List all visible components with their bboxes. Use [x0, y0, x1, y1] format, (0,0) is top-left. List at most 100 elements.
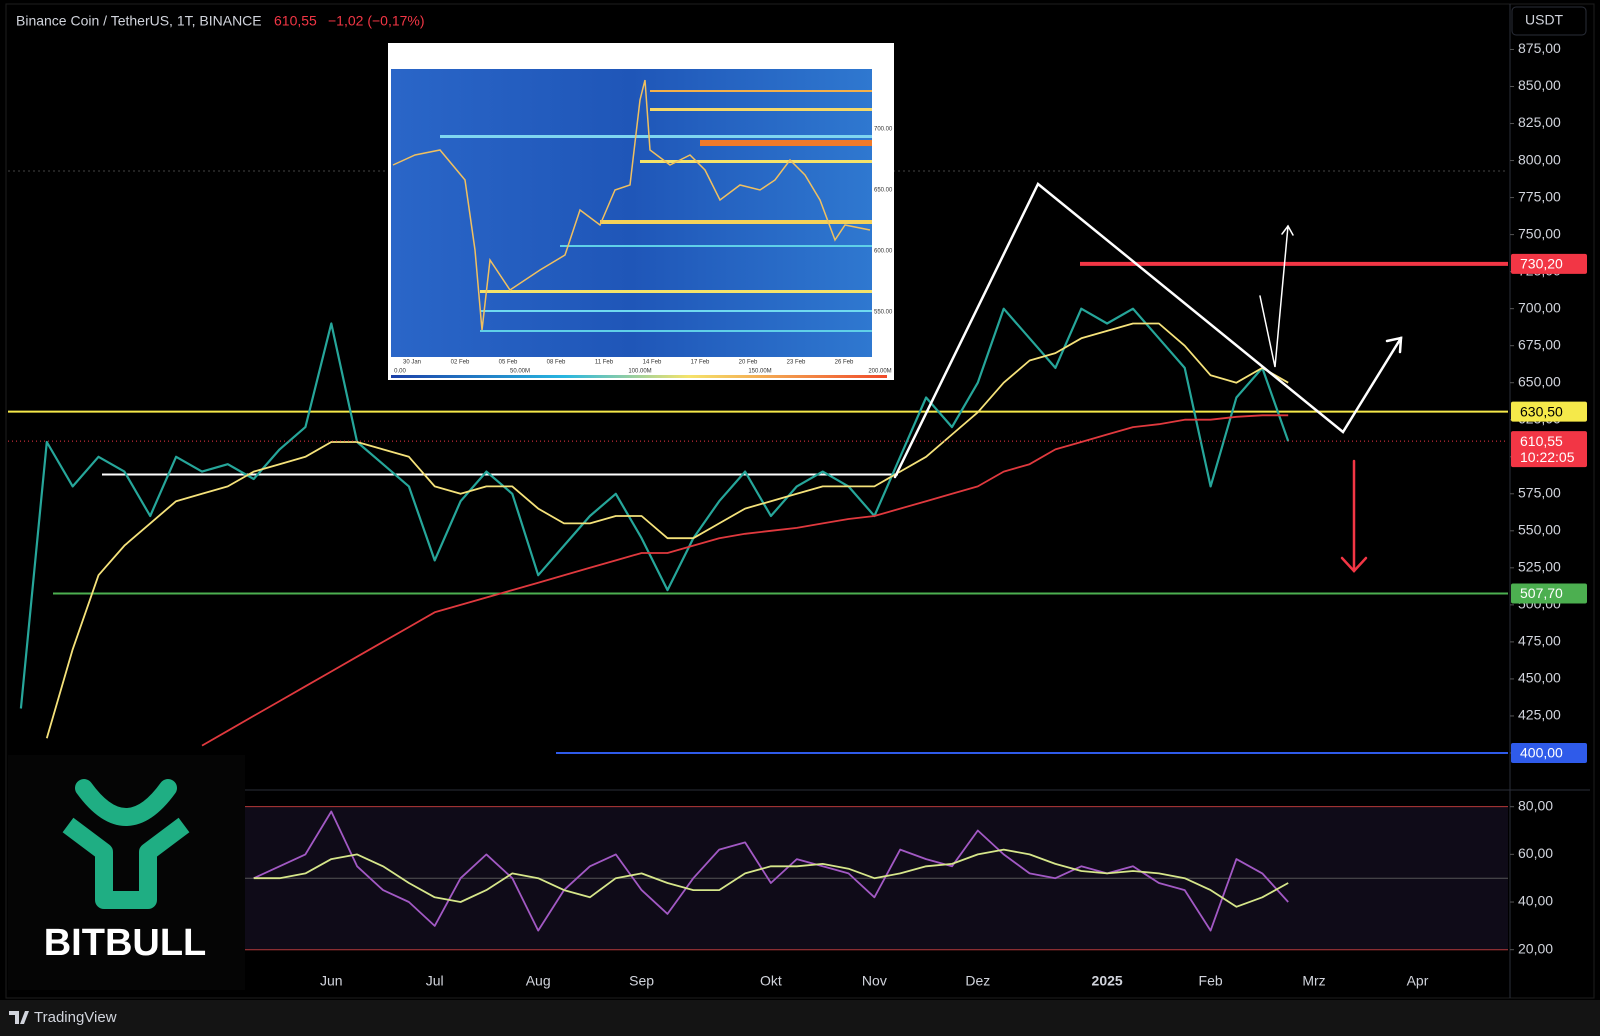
y-tick-label: 650,00	[1518, 373, 1561, 389]
level-label-box	[1511, 742, 1587, 763]
frame	[5, 3, 1595, 999]
symbol: Binance Coin / TetherUS, 1T, BINANCE	[16, 13, 262, 29]
level-label: 630,50	[1520, 403, 1563, 419]
y-tick-label: 850,00	[1518, 77, 1561, 93]
inset-x-label: 05 Feb	[499, 360, 518, 366]
inset-y-label: 700.00	[874, 127, 893, 133]
level-label: 730,20	[1520, 256, 1563, 272]
stripe	[480, 290, 872, 293]
currency[interactable]: USDT	[1525, 12, 1564, 28]
footer	[0, 1000, 1600, 1036]
stripe	[640, 160, 872, 163]
logo-panel	[8, 755, 245, 990]
last-price-box	[1511, 431, 1587, 468]
logo-text: BITBULL	[44, 922, 207, 964]
stripe	[700, 140, 872, 146]
logo: BITBULL	[8, 755, 245, 990]
inset-x-label: 02 Feb	[451, 360, 470, 366]
inset-x-label: 17 Feb	[691, 360, 710, 366]
inset-x-label: 14 Feb	[643, 360, 662, 366]
inset-y-label: 550.00	[874, 310, 893, 316]
inset-labels: 30 Jan 02 Feb 05 Feb 08 Feb 11 Feb 14 Feb 17 F…	[394, 127, 893, 375]
last-price-label: 610,55	[1520, 433, 1563, 449]
inset-scale-label: 0.00	[394, 369, 406, 375]
x-tick-label: Dez	[965, 973, 990, 989]
inset-scale-label: 50.00M	[510, 369, 530, 375]
stripe	[480, 330, 872, 332]
stripe	[600, 220, 872, 224]
y-tick-label: 425,00	[1518, 707, 1561, 723]
y-tick-label: 875,00	[1518, 40, 1561, 56]
x-tick-label: Okt	[760, 973, 782, 989]
y-tick-label: 60,00	[1518, 845, 1553, 861]
x-tick-label: Feb	[1199, 973, 1223, 989]
arrow-head	[1281, 224, 1294, 236]
pattern-line	[1259, 225, 1289, 368]
inset-y-label: 650.00	[874, 188, 893, 194]
plot-layer	[8, 261, 1508, 951]
level-label-box	[1511, 401, 1587, 422]
stripe	[560, 245, 872, 247]
y-tick-label: 575,00	[1518, 484, 1561, 500]
x-tick-label: Nov	[862, 973, 887, 989]
inset-scale-label: 200.00M	[868, 369, 891, 375]
level-label: 507,70	[1520, 585, 1563, 601]
y-tick-label: 550,00	[1518, 522, 1561, 538]
y-tick-label: 800,00	[1518, 151, 1561, 167]
series-line	[201, 414, 1289, 747]
y-tick-label: 20,00	[1518, 940, 1553, 956]
inset-y-label: 600.00	[874, 249, 893, 255]
y-tick-label: 525,00	[1518, 559, 1561, 575]
y-tick-label: 40,00	[1518, 893, 1553, 909]
inset-x-label: 11 Feb	[595, 360, 614, 366]
x-tick-label: Apr	[1407, 973, 1429, 989]
inset-price-line	[392, 79, 871, 331]
currency-box[interactable]	[1511, 6, 1587, 36]
annotations	[893, 182, 1403, 573]
x-tick-label: Jul	[426, 973, 444, 989]
arrow-head	[1340, 556, 1368, 573]
y-tick-label: 80,00	[1518, 797, 1553, 813]
x-tick-label: Jun	[320, 973, 343, 989]
y-tick-label: 825,00	[1518, 114, 1561, 130]
color-scale	[391, 375, 887, 378]
heatmap	[391, 69, 872, 357]
brand-icon	[9, 1011, 29, 1024]
series-line	[45, 322, 1289, 739]
y-tick-label: 775,00	[1518, 188, 1561, 204]
inset-scale-label: 100.00M	[628, 369, 651, 375]
x-tick-label: 2025	[1092, 973, 1123, 989]
y-tick-label: 475,00	[1518, 633, 1561, 649]
y-tick-label: 450,00	[1518, 670, 1561, 686]
header-price: 610,55	[274, 13, 317, 29]
series-line	[253, 848, 1289, 908]
stripe	[480, 310, 872, 312]
brand: TradingView	[34, 1009, 117, 1026]
series-line	[19, 307, 1290, 709]
stripe	[650, 90, 872, 92]
stripe	[650, 108, 872, 111]
series-line	[253, 810, 1289, 932]
stripe	[440, 135, 872, 138]
level-label-box	[1511, 253, 1587, 274]
inset-x-label: 30 Jan	[403, 360, 421, 366]
axis-layer: 400,00425,00450,00475,00500,00525,00550,…	[320, 40, 1587, 989]
inset-scale-label: 150.00M	[748, 369, 771, 375]
inset-x-label: 08 Feb	[547, 360, 566, 366]
pattern-line	[893, 182, 1403, 479]
logo-mark	[62, 817, 190, 909]
logo-mark	[75, 779, 177, 826]
y-tick-label: 675,00	[1518, 336, 1561, 352]
level-label: 400,00	[1520, 745, 1563, 761]
y-tick-label: 750,00	[1518, 225, 1561, 241]
inset-x-label: 23 Feb	[787, 360, 806, 366]
y-tick-label: 700,00	[1518, 299, 1561, 315]
level-label-box	[1511, 583, 1587, 604]
heatmap-inset: 30 Jan 02 Feb 05 Feb 08 Feb 11 Feb 14 Feb 17 F…	[388, 43, 894, 380]
x-tick-label: Mrz	[1302, 973, 1325, 989]
header-change: −1,02 (−0,17%)	[328, 13, 425, 29]
x-tick-label: Aug	[526, 973, 551, 989]
inset-x-label: 26 Feb	[835, 360, 854, 366]
